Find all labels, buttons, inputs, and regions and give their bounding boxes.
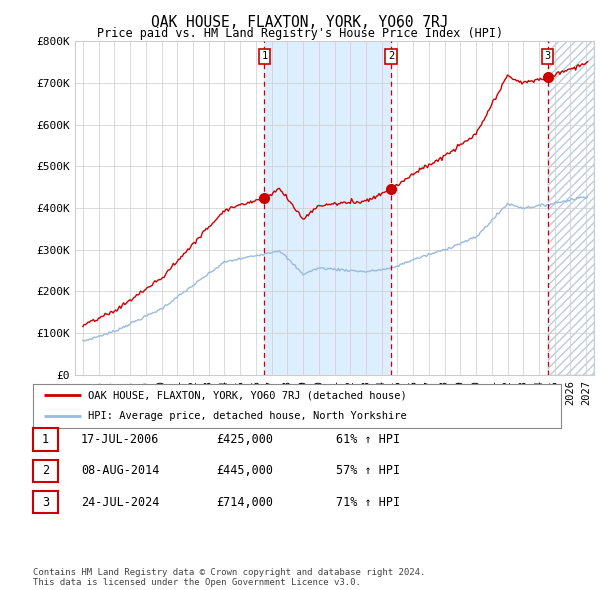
Text: 1: 1 — [42, 433, 49, 446]
Text: 61% ↑ HPI: 61% ↑ HPI — [336, 433, 400, 446]
Text: 57% ↑ HPI: 57% ↑ HPI — [336, 464, 400, 477]
Text: Price paid vs. HM Land Registry's House Price Index (HPI): Price paid vs. HM Land Registry's House … — [97, 27, 503, 40]
Text: 2: 2 — [42, 464, 49, 477]
Text: OAK HOUSE, FLAXTON, YORK, YO60 7RJ (detached house): OAK HOUSE, FLAXTON, YORK, YO60 7RJ (deta… — [88, 391, 407, 401]
Text: HPI: Average price, detached house, North Yorkshire: HPI: Average price, detached house, Nort… — [88, 411, 407, 421]
Text: 3: 3 — [545, 51, 551, 61]
Text: OAK HOUSE, FLAXTON, YORK, YO60 7RJ: OAK HOUSE, FLAXTON, YORK, YO60 7RJ — [151, 15, 449, 30]
Text: 24-JUL-2024: 24-JUL-2024 — [81, 496, 160, 509]
Text: 2: 2 — [388, 51, 394, 61]
Text: 17-JUL-2006: 17-JUL-2006 — [81, 433, 160, 446]
Text: £445,000: £445,000 — [216, 464, 273, 477]
Text: Contains HM Land Registry data © Crown copyright and database right 2024.
This d: Contains HM Land Registry data © Crown c… — [33, 568, 425, 587]
Text: 3: 3 — [42, 496, 49, 509]
Bar — [548, 41, 594, 375]
Text: £425,000: £425,000 — [216, 433, 273, 446]
Text: 71% ↑ HPI: 71% ↑ HPI — [336, 496, 400, 509]
Text: 1: 1 — [261, 51, 268, 61]
Text: £714,000: £714,000 — [216, 496, 273, 509]
Bar — [265, 41, 391, 375]
Text: 08-AUG-2014: 08-AUG-2014 — [81, 464, 160, 477]
